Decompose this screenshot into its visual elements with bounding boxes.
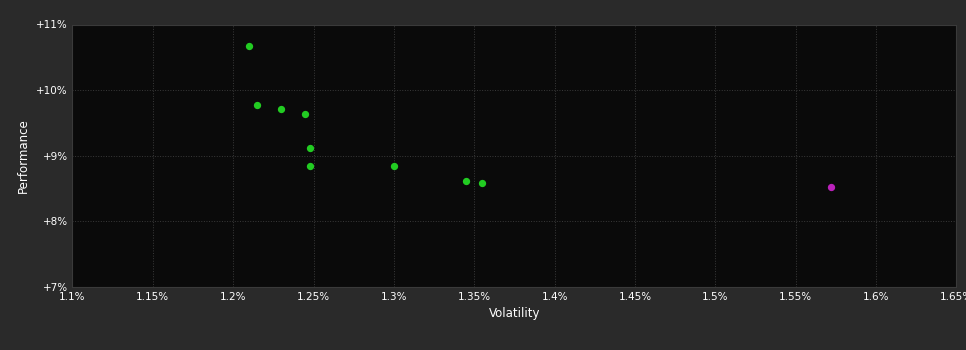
Point (298, 112, 313, 117)
Point (386, 163, 402, 169)
Point (459, 178, 474, 183)
Point (302, 163, 318, 169)
Point (302, 145, 318, 150)
Point (249, 102, 265, 107)
Y-axis label: Performance: Performance (17, 118, 30, 193)
Point (474, 181, 490, 186)
Point (242, 43, 257, 48)
Point (823, 184, 838, 189)
X-axis label: Volatility: Volatility (489, 307, 540, 320)
Point (273, 106, 289, 111)
